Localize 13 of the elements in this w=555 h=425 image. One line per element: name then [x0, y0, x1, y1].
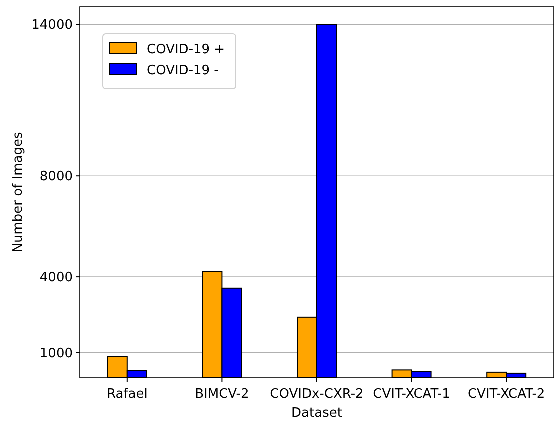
- x-tick-label: Rafael: [106, 387, 148, 402]
- y-tick-label: 1000: [40, 346, 73, 362]
- y-tick-label: 14000: [32, 18, 73, 34]
- x-tick-label: BIMCV-2: [195, 387, 250, 402]
- legend-label: COVID-19 +: [147, 42, 226, 58]
- y-axis-title: Number of Images: [11, 132, 26, 253]
- x-tick-label: CVIT-XCAT-2: [468, 387, 546, 402]
- x-tick-label: CVIT-XCAT-1: [373, 387, 450, 402]
- y-tick-label: 4000: [40, 270, 73, 286]
- legend-label: COVID-19 -: [147, 64, 220, 79]
- x-tick-label: COVIDx-CXR-2: [270, 387, 364, 402]
- x-axis-title: Dataset: [292, 406, 342, 421]
- y-tick-label: 8000: [40, 170, 73, 185]
